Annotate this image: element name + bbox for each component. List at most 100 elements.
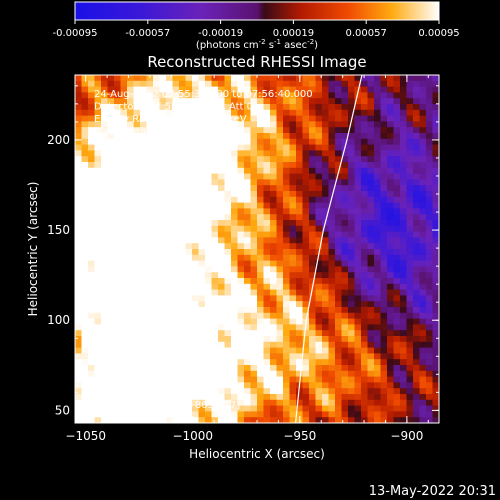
heatmap-cell <box>419 115 427 122</box>
heatmap-cell <box>224 289 232 296</box>
heatmap-cell <box>244 353 251 360</box>
heatmap-cell <box>244 289 251 296</box>
heatmap-cell <box>367 260 375 267</box>
heatmap-cell <box>367 80 375 87</box>
heatmap-cell <box>328 301 336 308</box>
heatmap-cell <box>413 370 420 377</box>
heatmap-cell <box>322 162 329 169</box>
heatmap-cell <box>341 191 349 198</box>
heatmap-cell <box>296 289 303 296</box>
heatmap-cell <box>237 115 245 122</box>
heatmap-cell <box>127 138 134 145</box>
heatmap-cell <box>380 278 388 285</box>
heatmap-cell <box>413 283 420 290</box>
heatmap-cell <box>244 208 251 215</box>
heatmap-cell <box>250 214 258 221</box>
heatmap-cell <box>250 121 258 128</box>
heatmap-cell <box>400 417 407 423</box>
heatmap-cell <box>133 272 141 279</box>
heatmap-cell <box>94 208 102 215</box>
heatmap-cell <box>289 417 297 423</box>
heatmap-cell <box>153 191 160 198</box>
heatmap-cell <box>224 283 232 290</box>
heatmap-cell <box>257 220 264 227</box>
heatmap-cell <box>172 150 180 157</box>
heatmap-cell <box>263 231 271 238</box>
heatmap-cell <box>114 336 121 343</box>
heatmap-cell <box>133 243 141 250</box>
heatmap-cell <box>257 127 264 134</box>
heatmap-cell <box>361 266 368 273</box>
heatmap-cell <box>276 341 284 348</box>
heatmap-cell <box>218 365 225 372</box>
heatmap-cell <box>263 307 271 314</box>
heatmap-cell <box>302 75 310 82</box>
heatmap-cell <box>179 225 186 232</box>
heatmap-cell <box>341 196 349 203</box>
colorbar <box>74 1 440 21</box>
heatmap-cell <box>406 399 414 406</box>
heatmap-cell <box>367 370 375 377</box>
heatmap-cell <box>205 388 212 395</box>
heatmap-cell <box>276 370 284 377</box>
heatmap-cell <box>159 266 167 273</box>
heatmap-cell <box>426 324 433 331</box>
heatmap-cell <box>406 365 414 372</box>
heatmap-cell <box>172 115 180 122</box>
heatmap-cell <box>426 411 433 418</box>
heatmap-cell <box>354 214 362 221</box>
heatmap-cell <box>354 330 362 337</box>
heatmap-cell <box>380 370 388 377</box>
heatmap-cell <box>237 359 245 366</box>
heatmap-cell <box>120 365 128 372</box>
heatmap-cell <box>146 214 154 221</box>
heatmap-cell <box>250 249 258 256</box>
heatmap-cell <box>413 144 420 151</box>
heatmap-cell <box>211 133 219 140</box>
heatmap-cell <box>166 167 173 174</box>
heatmap-cell <box>179 295 186 302</box>
heatmap-cell <box>361 399 368 406</box>
heatmap-cell <box>413 231 420 238</box>
heatmap-cell <box>179 150 186 157</box>
heatmap-cell <box>114 365 121 372</box>
heatmap-cell <box>218 370 225 377</box>
heatmap-cell <box>211 411 219 418</box>
heatmap-cell <box>367 208 375 215</box>
heatmap-cell <box>296 254 303 261</box>
heatmap-cell <box>322 394 329 401</box>
heatmap-cell <box>309 162 316 169</box>
heatmap-cell <box>218 330 225 337</box>
heatmap-cell <box>380 347 388 354</box>
heatmap-cell <box>380 115 388 122</box>
heatmap-cell <box>146 104 154 111</box>
heatmap-cell <box>127 289 134 296</box>
heatmap-cells <box>75 75 439 423</box>
heatmap-cell <box>94 121 102 128</box>
heatmap-cell <box>302 138 310 145</box>
heatmap-cell <box>387 75 394 82</box>
heatmap-cell <box>140 301 147 308</box>
heatmap-cell <box>335 307 342 314</box>
heatmap-cell <box>75 109 82 116</box>
heatmap-cell <box>101 336 108 343</box>
heatmap-cell <box>244 376 251 383</box>
heatmap-cell <box>172 249 180 256</box>
heatmap-cell <box>211 237 219 244</box>
heatmap-cell <box>88 75 95 82</box>
heatmap-cell <box>413 399 420 406</box>
heatmap-cell <box>140 370 147 377</box>
heatmap-cell <box>276 214 284 221</box>
heatmap-cell <box>276 75 284 82</box>
heatmap-cell <box>146 138 154 145</box>
heatmap-cell <box>322 347 329 354</box>
heatmap-cell <box>172 405 180 412</box>
heatmap-cell <box>192 75 199 82</box>
heatmap-cell <box>120 162 128 169</box>
heatmap-cell <box>81 411 89 418</box>
heatmap-cell <box>309 399 316 406</box>
heatmap-cell <box>198 307 206 314</box>
heatmap-cell <box>276 318 284 325</box>
heatmap-cell <box>263 411 271 418</box>
heatmap-cell <box>263 144 271 151</box>
